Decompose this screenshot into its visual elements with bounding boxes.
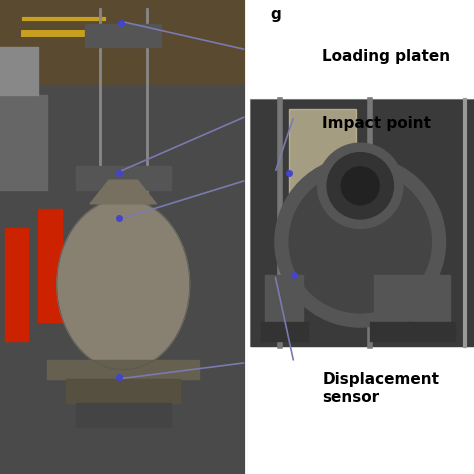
Polygon shape bbox=[90, 180, 156, 204]
Text: g: g bbox=[270, 7, 281, 22]
Circle shape bbox=[289, 171, 431, 313]
Circle shape bbox=[341, 167, 379, 205]
FancyBboxPatch shape bbox=[0, 0, 246, 474]
Polygon shape bbox=[57, 199, 190, 370]
Circle shape bbox=[318, 143, 403, 228]
Text: Displacement
sensor: Displacement sensor bbox=[322, 373, 439, 405]
Text: Loading platen: Loading platen bbox=[322, 49, 450, 64]
Circle shape bbox=[327, 153, 393, 219]
Text: Impact point: Impact point bbox=[322, 116, 431, 131]
Circle shape bbox=[275, 156, 446, 327]
FancyBboxPatch shape bbox=[251, 100, 474, 346]
